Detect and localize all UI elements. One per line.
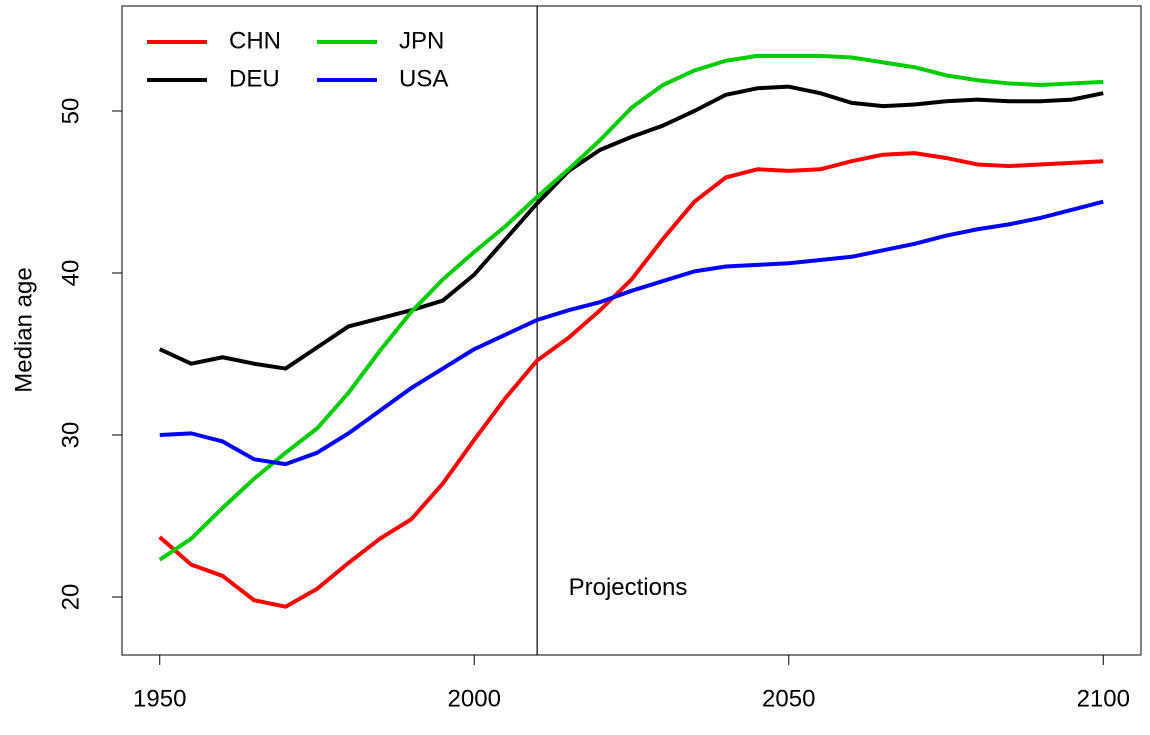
series-line — [158, 84, 1104, 371]
series-line — [158, 53, 1104, 562]
y-tick-label: 20 — [57, 584, 84, 611]
y-tick-label: 50 — [57, 98, 84, 125]
x-tick-label: 2050 — [762, 685, 815, 712]
legend-label: DEU — [229, 65, 280, 92]
projection-label: Projections — [569, 574, 688, 601]
y-tick-label: 40 — [57, 260, 84, 287]
legend-label: JPN — [399, 27, 444, 54]
series-line — [158, 151, 1104, 609]
y-tick-label: 30 — [57, 422, 84, 449]
plot-frame — [121, 5, 1142, 656]
x-tick-label: 1950 — [133, 685, 186, 712]
series-line — [159, 199, 1104, 467]
y-axis-label: Median age — [10, 267, 37, 392]
legend-label: CHN — [229, 27, 281, 54]
x-tick-label: 2100 — [1077, 685, 1130, 712]
x-tick-label: 2000 — [448, 685, 501, 712]
legend-label: USA — [399, 65, 448, 92]
